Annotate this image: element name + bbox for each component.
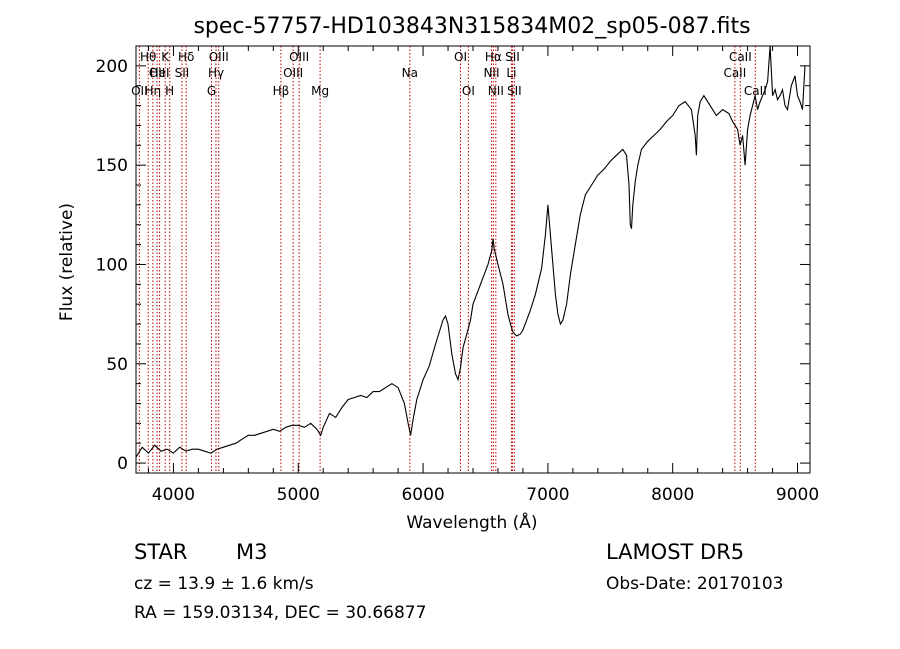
survey-release: LAMOST DR5 xyxy=(606,540,745,564)
flux-series-line xyxy=(135,45,806,458)
x-axis-label: Wavelength (Å) xyxy=(406,511,537,533)
line-label-18: OI xyxy=(462,84,475,98)
line-label-7: SII xyxy=(175,66,190,80)
line-label-21: NII xyxy=(488,84,504,98)
line-label-5: K xyxy=(161,50,170,64)
line-label-19: NII xyxy=(483,66,499,80)
y-axis-label: Flux (relative) xyxy=(57,203,77,321)
plot-frame xyxy=(135,45,811,474)
line-label-16: Na xyxy=(402,66,418,80)
line-label-10: Hγ xyxy=(208,66,224,80)
x-tick-label-7000: 7000 xyxy=(526,485,569,505)
line-label-27: CaII xyxy=(744,84,767,98)
line-label-0: OII xyxy=(131,84,148,98)
y-tick-label-50: 50 xyxy=(106,355,128,375)
y-tick-label-200: 200 xyxy=(96,57,128,77)
line-label-23: SII xyxy=(505,50,520,64)
line-label-1: Hθ xyxy=(140,50,156,64)
object-subclass: M3 xyxy=(236,540,268,564)
sky-coordinates: RA = 159.03134, DEC = 30.66877 xyxy=(134,603,427,623)
y-tick-label-150: 150 xyxy=(96,156,128,176)
x-tick-label-5000: 5000 xyxy=(277,485,320,505)
line-label-17: OI xyxy=(454,50,467,64)
line-label-3: OII xyxy=(149,66,166,80)
redshift-velocity: cz = 13.9 ± 1.6 km/s xyxy=(134,574,314,594)
x-tick-label-6000: 6000 xyxy=(401,485,444,505)
x-tick-label-4000: 4000 xyxy=(152,485,195,505)
line-label-13: OIII xyxy=(283,66,303,80)
observation-date: Obs-Date: 20170103 xyxy=(606,574,784,594)
y-axis-ticks: 0 50 100 150 200 xyxy=(96,57,810,474)
line-label-2: Hη xyxy=(145,84,162,98)
x-tick-label-9000: 9000 xyxy=(776,485,819,505)
y-tick-label-0: 0 xyxy=(117,454,128,474)
line-label-8: Hδ xyxy=(178,50,194,64)
x-tick-label-8000: 8000 xyxy=(651,485,694,505)
line-label-22: Li xyxy=(506,66,516,80)
line-label-15: Mg xyxy=(311,84,329,98)
object-class: STAR xyxy=(134,540,188,564)
line-label-20: Hα xyxy=(485,50,502,64)
line-label-9: G xyxy=(207,84,216,98)
x-axis-ticks: 4000 5000 6000 7000 8000 9000 xyxy=(147,46,819,505)
line-label-26: CaII xyxy=(729,50,752,64)
spectral-line-markers xyxy=(138,46,756,473)
line-label-4: HeI xyxy=(150,66,170,80)
spectral-line-labels: OIIHθHηOIIHeIKHSIIHδGHγOIIIHβOIIIOIIIMgN… xyxy=(131,50,767,98)
line-label-12: Hβ xyxy=(273,84,290,98)
y-tick-label-100: 100 xyxy=(96,255,128,275)
line-label-14: OIII xyxy=(289,50,309,64)
line-label-6: H xyxy=(165,84,174,98)
line-label-11: OIII xyxy=(209,50,229,64)
line-label-25: CaII xyxy=(723,66,746,80)
line-label-24: SII xyxy=(507,84,522,98)
chart-title: spec-57757-HD103843N315834M02_sp05-087.f… xyxy=(193,14,750,39)
